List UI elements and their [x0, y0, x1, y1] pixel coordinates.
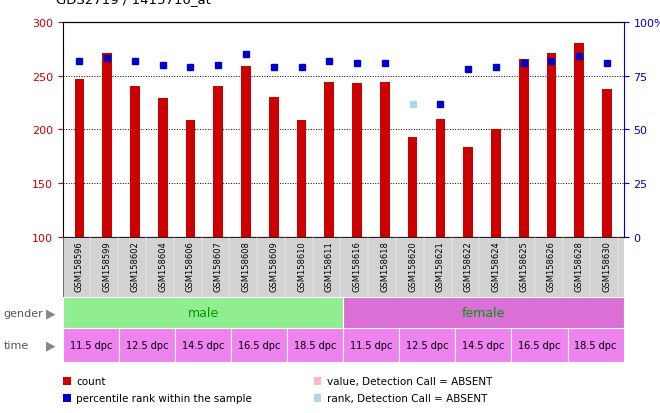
Text: 12.5 dpc: 12.5 dpc	[406, 340, 449, 351]
Text: GSM158608: GSM158608	[242, 240, 251, 291]
Text: 14.5 dpc: 14.5 dpc	[182, 340, 224, 351]
Bar	[213, 87, 223, 345]
Text: GSM158616: GSM158616	[352, 240, 362, 291]
Text: gender: gender	[3, 308, 43, 318]
Text: 12.5 dpc: 12.5 dpc	[125, 340, 168, 351]
Text: 18.5 dpc: 18.5 dpc	[294, 340, 337, 351]
Bar	[408, 138, 418, 345]
Text: 11.5 dpc: 11.5 dpc	[350, 340, 393, 351]
Text: GSM158621: GSM158621	[436, 240, 445, 291]
Bar	[102, 54, 112, 345]
Text: GSM158626: GSM158626	[547, 240, 556, 291]
Bar	[175, 328, 231, 363]
Text: GSM158618: GSM158618	[380, 240, 389, 291]
Bar	[399, 328, 455, 363]
Text: percentile rank within the sample: percentile rank within the sample	[76, 393, 251, 403]
Bar	[269, 98, 279, 345]
Bar	[463, 147, 473, 345]
Bar	[343, 328, 399, 363]
Text: GSM158607: GSM158607	[214, 240, 222, 291]
Text: GSM158611: GSM158611	[325, 240, 334, 291]
Bar	[352, 84, 362, 345]
Bar	[602, 89, 612, 345]
Bar	[574, 44, 584, 345]
Text: GSM158620: GSM158620	[408, 240, 417, 291]
Text: ▶: ▶	[46, 339, 55, 352]
Text: 16.5 dpc: 16.5 dpc	[238, 340, 280, 351]
Bar	[75, 80, 84, 345]
Bar	[63, 237, 624, 297]
Bar	[455, 328, 512, 363]
Bar	[568, 328, 624, 363]
Text: time: time	[3, 340, 28, 351]
Text: GSM158625: GSM158625	[519, 240, 528, 291]
Bar	[546, 54, 556, 345]
Text: count: count	[76, 376, 106, 387]
Bar	[63, 328, 119, 363]
Bar	[519, 60, 529, 345]
Text: 14.5 dpc: 14.5 dpc	[462, 340, 505, 351]
Text: GSM158628: GSM158628	[575, 240, 583, 291]
Text: GSM158602: GSM158602	[131, 240, 139, 291]
Bar	[158, 99, 168, 345]
Text: 18.5 dpc: 18.5 dpc	[574, 340, 617, 351]
Text: GSM158630: GSM158630	[603, 240, 612, 291]
Bar	[130, 87, 140, 345]
Bar	[491, 130, 501, 345]
Bar	[119, 328, 175, 363]
Text: ▶: ▶	[46, 306, 55, 319]
Text: value, Detection Call = ABSENT: value, Detection Call = ABSENT	[327, 376, 492, 387]
Text: rank, Detection Call = ABSENT: rank, Detection Call = ABSENT	[327, 393, 487, 403]
Bar	[185, 121, 195, 345]
Text: GSM158609: GSM158609	[269, 240, 279, 291]
Text: GSM158606: GSM158606	[186, 240, 195, 291]
Text: GSM158604: GSM158604	[158, 240, 167, 291]
Bar	[297, 121, 306, 345]
Text: female: female	[462, 306, 505, 319]
Text: GSM158610: GSM158610	[297, 240, 306, 291]
Text: 11.5 dpc: 11.5 dpc	[69, 340, 112, 351]
Bar	[436, 119, 446, 345]
Text: male: male	[187, 306, 218, 319]
Bar	[63, 297, 343, 328]
Text: GSM158624: GSM158624	[492, 240, 500, 291]
Text: GSM158596: GSM158596	[75, 240, 84, 291]
Text: GDS2719 / 1415710_at: GDS2719 / 1415710_at	[56, 0, 211, 6]
Text: GSM158622: GSM158622	[464, 240, 473, 291]
Bar	[512, 328, 568, 363]
Bar	[231, 328, 287, 363]
Bar	[380, 83, 389, 345]
Bar	[241, 67, 251, 345]
Bar	[287, 328, 343, 363]
Text: 16.5 dpc: 16.5 dpc	[518, 340, 561, 351]
Bar	[325, 83, 334, 345]
Text: GSM158599: GSM158599	[103, 240, 112, 291]
Bar	[343, 297, 624, 328]
